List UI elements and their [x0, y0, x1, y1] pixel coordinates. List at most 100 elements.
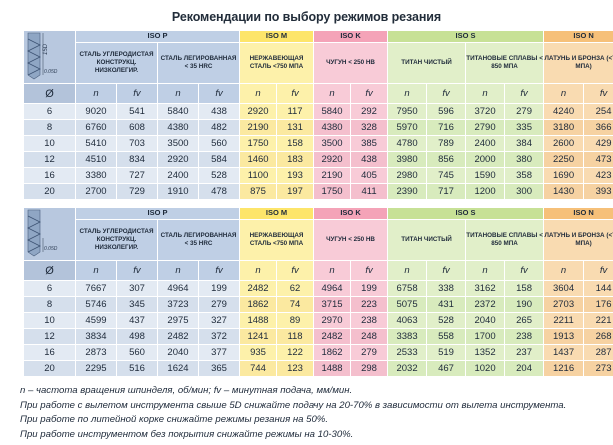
group-iso-n: ISO N: [544, 31, 613, 42]
group-iso-s: ISO S: [388, 208, 544, 219]
feed-cell: 717: [427, 184, 466, 199]
col-n: n: [76, 84, 116, 103]
feed-cell: 380: [505, 152, 544, 167]
feed-cell: 221: [584, 313, 613, 328]
rpm-cell: 2980: [388, 168, 427, 183]
feed-cell: 131: [277, 120, 314, 135]
rpm-cell: 5840: [314, 104, 351, 119]
feed-cell: 158: [505, 281, 544, 296]
feed-cell: 729: [117, 184, 157, 199]
rpm-cell: 1862: [240, 297, 277, 312]
feed-cell: 438: [199, 104, 240, 119]
rpm-cell: 6758: [388, 281, 427, 296]
col-fv: fv: [427, 261, 466, 280]
table-row: 10 5410 703 3500 560 1750 158 3500 385 4780 789 240…: [24, 136, 613, 151]
rpm-cell: 4599: [76, 313, 116, 328]
rpm-cell: 1352: [466, 345, 505, 360]
note-overhang: При работе с вылетом инструмента свыше 5…: [20, 399, 567, 411]
material-cast-iron: ЧУГУН < 250 HB: [314, 42, 388, 83]
feed-cell: 300: [505, 184, 544, 199]
col-n: n: [314, 84, 351, 103]
feed-cell: 248: [351, 329, 388, 344]
rpm-cell: 1430: [544, 184, 584, 199]
feed-cell: 541: [117, 104, 157, 119]
rpm-cell: 1020: [466, 361, 505, 376]
rpm-cell: 3380: [76, 168, 116, 183]
col-n: n: [240, 261, 277, 280]
rpm-cell: 875: [240, 184, 277, 199]
feed-cell: 358: [505, 168, 544, 183]
rpm-cell: 2482: [314, 329, 351, 344]
col-fv: fv: [277, 84, 314, 103]
diameter-cell: 12: [24, 152, 75, 167]
diameter-header: Ø: [24, 84, 75, 103]
page-title: Рекомендации по выбору режимов резания: [171, 10, 442, 24]
rpm-cell: 4510: [76, 152, 116, 167]
rpm-cell: 2372: [466, 297, 505, 312]
feed-cell: 279: [505, 104, 544, 119]
rpm-cell: 2873: [76, 345, 116, 360]
rpm-cell: 2920: [240, 104, 277, 119]
feed-cell: 393: [584, 184, 613, 199]
feed-cell: 716: [427, 120, 466, 135]
col-n: n: [388, 261, 427, 280]
table-row: 8 5746 345 3723 279 1862 74 3715 223 5075 431 2372 1…: [24, 297, 613, 312]
feed-cell: 190: [505, 297, 544, 312]
rpm-cell: 2400: [158, 168, 198, 183]
feed-cell: 338: [427, 281, 466, 296]
feed-cell: 237: [505, 345, 544, 360]
feed-cell: 377: [199, 345, 240, 360]
feed-cell: 279: [351, 345, 388, 360]
col-fv: fv: [584, 261, 613, 280]
col-n: n: [314, 261, 351, 280]
group-iso-m: ISO M: [240, 208, 314, 219]
col-n: n: [544, 84, 584, 103]
material-stainless-steel: НЕРЖАВЕЮЩАЯ СТАЛЬ <750 МПА: [240, 42, 314, 83]
col-fv: fv: [277, 261, 314, 280]
rpm-cell: 4380: [314, 120, 351, 135]
feed-cell: 423: [584, 168, 613, 183]
group-iso-k: ISO K: [314, 31, 388, 42]
rpm-cell: 1700: [466, 329, 505, 344]
feed-cell: 298: [351, 361, 388, 376]
material-brass-bronze: ЛАТУНЬ И БРОНЗА (<700 МПА): [544, 219, 613, 260]
rpm-cell: 2295: [76, 361, 116, 376]
rpm-cell: 3500: [158, 136, 198, 151]
diameter-cell: 8: [24, 297, 75, 312]
group-iso-p: ISO P: [76, 31, 240, 42]
feed-cell: 429: [584, 136, 613, 151]
rpm-cell: 2600: [544, 136, 584, 151]
col-fv: fv: [584, 84, 613, 103]
feed-cell: 287: [584, 345, 613, 360]
rpm-cell: 935: [240, 345, 277, 360]
rpm-cell: 2975: [158, 313, 198, 328]
rpm-cell: 2400: [466, 136, 505, 151]
table-row: 10 4599 437 2975 327 1488 89 2970 238 4063 528 2040…: [24, 313, 613, 328]
rpm-cell: 5075: [388, 297, 427, 312]
rpm-cell: 3980: [388, 152, 427, 167]
col-n: n: [544, 261, 584, 280]
feed-cell: 238: [505, 329, 544, 344]
diameter-cell: 6: [24, 104, 75, 119]
rpm-cell: 2970: [314, 313, 351, 328]
material-cast-iron: ЧУГУН < 250 HB: [314, 219, 388, 260]
feed-cell: 789: [427, 136, 466, 151]
group-iso-n: ISO N: [544, 208, 613, 219]
material-carbon-steel: СТАЛЬ УГЛЕРОДИСТАЯ КОНСТРУКЦ. НИЗКОЛЕГИР…: [76, 219, 157, 260]
rpm-cell: 4380: [158, 120, 198, 135]
feed-cell: 482: [199, 120, 240, 135]
rpm-cell: 2482: [240, 281, 277, 296]
rpm-cell: 5746: [76, 297, 116, 312]
note-units: n – частота вращения шпинделя, об/мин; f…: [20, 385, 353, 396]
diameter-cell: 20: [24, 184, 75, 199]
col-fv: fv: [427, 84, 466, 103]
rpm-cell: 2000: [466, 152, 505, 167]
rpm-cell: 2190: [314, 168, 351, 183]
diameter-cell: 10: [24, 313, 75, 328]
col-fv: fv: [117, 261, 157, 280]
table-row: 6 9020 541 5840 438 2920 117 5840 292 7950 596 3720…: [24, 104, 613, 119]
feed-cell: 437: [117, 313, 157, 328]
rpm-cell: 2040: [158, 345, 198, 360]
rpm-cell: 2790: [466, 120, 505, 135]
cutting-modes-table-1: 15D 0.05D ISO P ISO M ISO K ISO S ISO N …: [23, 30, 613, 200]
